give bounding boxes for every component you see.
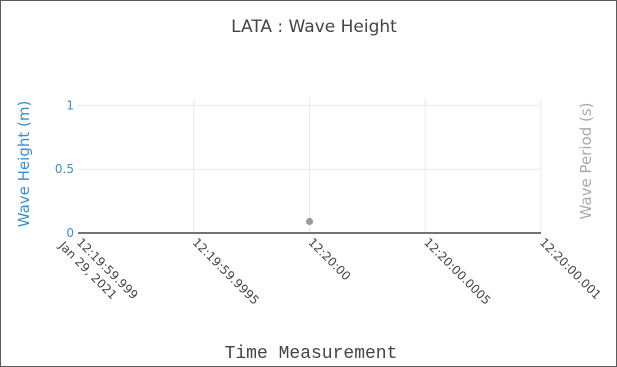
y2-axis-title: Wave Period (s) (577, 103, 595, 220)
y-axis-title: Wave Height (m) (15, 101, 33, 228)
x-tick-label: 12:20:00.0005 (421, 235, 493, 307)
y-tick-label: 1 (66, 98, 74, 112)
x-tick-label: 12:20:00.001 (537, 235, 604, 302)
tick-layer: 0 0.5 1 12:19:59.999Jan 29, 2021 12:19:59.99… (55, 98, 604, 312)
point-layer (305, 217, 314, 226)
x-tick-label: 12:20:00 (305, 235, 353, 283)
y-tick-label: 0 (66, 226, 74, 240)
data-point[interactable] (305, 217, 314, 226)
grid-layer (78, 99, 542, 233)
x-tick-label: 12:19:59.9995 (190, 235, 262, 307)
chart-title: LATA : Wave Height (231, 17, 397, 37)
x-tick-label: 12:19:59.999Jan 29, 2021 (55, 227, 140, 312)
x-axis-title: Time Measurement (225, 344, 398, 364)
y-tick-label: 0.5 (55, 162, 74, 176)
